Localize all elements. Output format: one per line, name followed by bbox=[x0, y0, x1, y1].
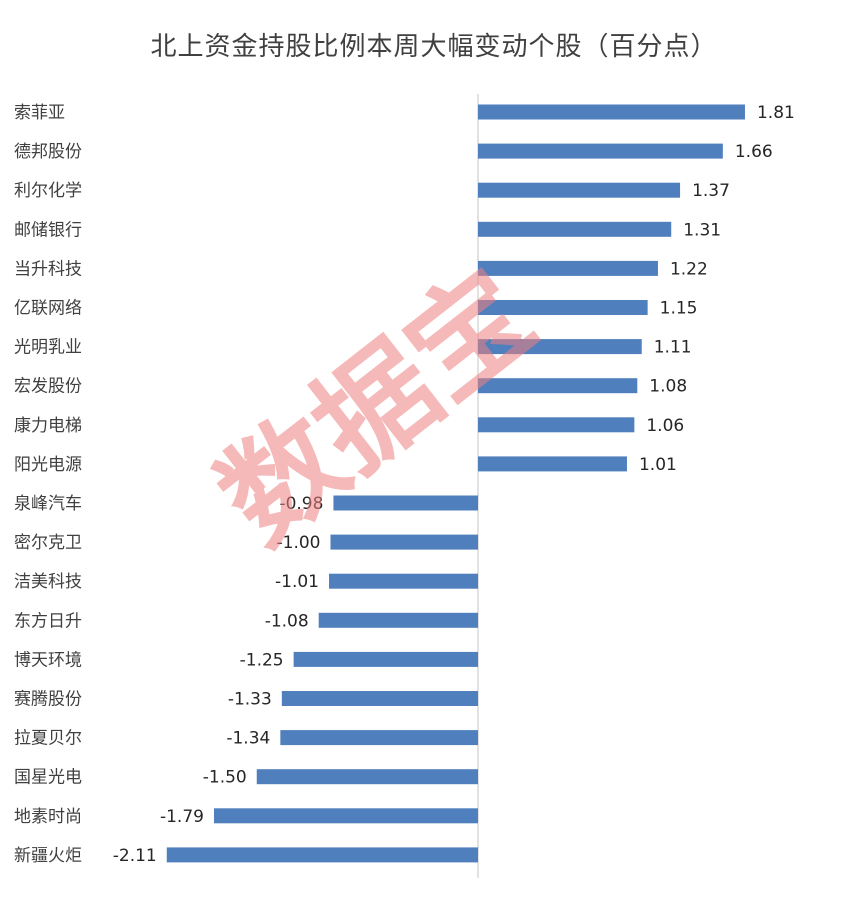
bar-12 bbox=[329, 573, 478, 589]
value-label-3: 1.31 bbox=[683, 220, 721, 240]
category-label-19: 新疆火炬 bbox=[14, 846, 82, 866]
category-label-7: 宏发股份 bbox=[14, 377, 82, 397]
value-label-5: 1.15 bbox=[660, 299, 698, 319]
category-label-14: 博天环境 bbox=[14, 650, 82, 670]
bar-19 bbox=[166, 847, 478, 863]
watermark-text: 数据宝 bbox=[194, 243, 558, 570]
bar-15 bbox=[281, 691, 478, 706]
bar-8 bbox=[478, 417, 635, 433]
category-label-0: 索菲亚 bbox=[14, 103, 65, 123]
value-label-11: -1.00 bbox=[277, 533, 321, 553]
category-label-5: 亿联网络 bbox=[14, 299, 82, 319]
bar-16 bbox=[280, 730, 478, 746]
category-label-4: 当升科技 bbox=[14, 259, 82, 279]
value-label-17: -1.50 bbox=[203, 768, 247, 788]
value-label-9: 1.01 bbox=[639, 455, 677, 475]
category-label-12: 洁美科技 bbox=[14, 572, 82, 592]
value-label-8: 1.06 bbox=[646, 416, 684, 436]
bar-5 bbox=[478, 300, 648, 315]
bar-7 bbox=[478, 378, 638, 394]
bar-14 bbox=[293, 651, 478, 667]
bar-10 bbox=[333, 495, 478, 511]
category-label-10: 泉峰汽车 bbox=[14, 494, 82, 514]
bar-0 bbox=[478, 104, 745, 120]
value-label-7: 1.08 bbox=[649, 377, 687, 397]
category-label-13: 东方日升 bbox=[14, 611, 82, 631]
value-label-0: 1.81 bbox=[757, 103, 795, 123]
category-label-9: 阳光电源 bbox=[14, 455, 82, 475]
bar-4 bbox=[478, 260, 658, 276]
category-label-17: 国星光电 bbox=[14, 768, 82, 788]
value-label-19: -2.11 bbox=[113, 846, 157, 866]
bar-13 bbox=[318, 612, 478, 628]
value-label-14: -1.25 bbox=[240, 650, 284, 670]
chart-title: 北上资金持股比例本周大幅变动个股（百分点） bbox=[150, 32, 718, 62]
value-label-15: -1.33 bbox=[228, 690, 272, 710]
category-label-18: 地素时尚 bbox=[14, 807, 82, 827]
value-label-4: 1.22 bbox=[670, 259, 708, 279]
value-label-10: -0.98 bbox=[279, 494, 323, 514]
bar-17 bbox=[256, 769, 478, 785]
bar-1 bbox=[478, 143, 723, 159]
category-label-3: 邮储银行 bbox=[14, 220, 82, 240]
bar-9 bbox=[478, 456, 627, 472]
category-label-8: 康力电梯 bbox=[14, 416, 82, 436]
bar-2 bbox=[478, 182, 681, 198]
value-label-12: -1.01 bbox=[275, 572, 319, 592]
value-label-13: -1.08 bbox=[265, 611, 309, 631]
value-label-1: 1.66 bbox=[735, 142, 773, 162]
value-label-2: 1.37 bbox=[692, 181, 730, 201]
value-label-16: -1.34 bbox=[226, 729, 270, 749]
bar-18 bbox=[213, 808, 478, 824]
bar-3 bbox=[478, 221, 672, 237]
category-label-15: 赛腾股份 bbox=[14, 689, 82, 710]
value-label-18: -1.79 bbox=[160, 807, 204, 827]
bar-11 bbox=[330, 534, 478, 550]
category-label-2: 利尔化学 bbox=[14, 181, 82, 201]
category-label-6: 光明乳业 bbox=[14, 338, 82, 358]
value-label-6: 1.11 bbox=[654, 338, 692, 358]
category-label-16: 拉夏贝尔 bbox=[14, 729, 82, 749]
category-label-11: 密尔克卫 bbox=[14, 533, 82, 553]
bar-6 bbox=[478, 339, 642, 355]
category-label-1: 德邦股份 bbox=[14, 142, 82, 162]
